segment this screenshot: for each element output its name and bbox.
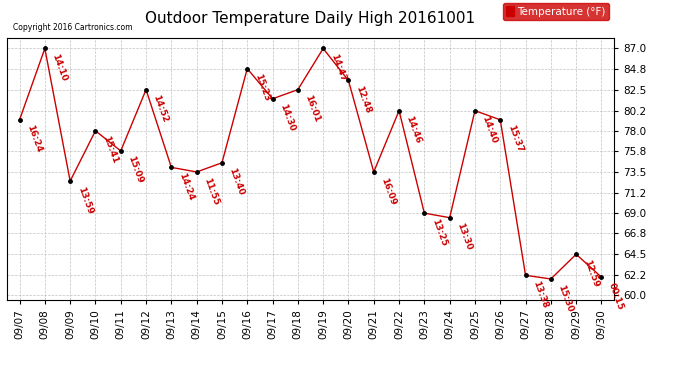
Text: Outdoor Temperature Daily High 20161001: Outdoor Temperature Daily High 20161001	[146, 11, 475, 26]
Legend: Temperature (°F): Temperature (°F)	[503, 3, 609, 20]
Text: 14:47: 14:47	[328, 53, 347, 83]
Text: 14:24: 14:24	[177, 171, 195, 202]
Text: 12:48: 12:48	[354, 85, 373, 115]
Text: 15:30: 15:30	[556, 283, 575, 313]
Text: 15:41: 15:41	[101, 135, 119, 165]
Text: Copyright 2016 Cartronics.com: Copyright 2016 Cartronics.com	[13, 23, 132, 32]
Text: 13:38: 13:38	[531, 279, 549, 309]
Text: 15:37: 15:37	[506, 124, 524, 154]
Text: 13:40: 13:40	[228, 167, 246, 197]
Text: 16:01: 16:01	[304, 94, 322, 124]
Text: 14:30: 14:30	[278, 103, 296, 133]
Text: 14:40: 14:40	[480, 115, 499, 145]
Text: 13:30: 13:30	[455, 222, 473, 252]
Text: 16:09: 16:09	[380, 176, 397, 206]
Text: 14:52: 14:52	[152, 94, 170, 124]
Text: 00:15: 00:15	[607, 281, 625, 311]
Text: 15:23: 15:23	[253, 73, 271, 103]
Text: 12:59: 12:59	[582, 258, 600, 288]
Text: 14:46: 14:46	[404, 115, 423, 145]
Text: 14:10: 14:10	[50, 53, 68, 82]
Text: 13:25: 13:25	[430, 217, 448, 247]
Text: 15:09: 15:09	[126, 155, 144, 185]
Text: 13:59: 13:59	[76, 185, 94, 215]
Text: 16:24: 16:24	[25, 124, 43, 154]
Text: 11:55: 11:55	[202, 176, 220, 206]
